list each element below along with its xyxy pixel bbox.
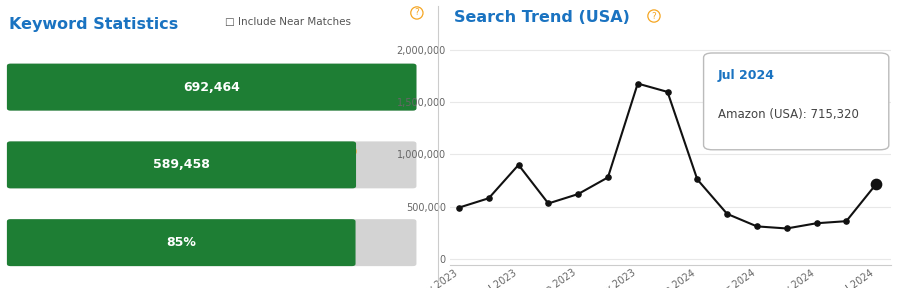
FancyBboxPatch shape bbox=[7, 64, 417, 111]
Text: 692,464: 692,464 bbox=[184, 81, 240, 94]
Text: ?: ? bbox=[381, 69, 385, 78]
Text: 85%: 85% bbox=[166, 236, 196, 249]
Text: ?: ? bbox=[652, 12, 656, 20]
Text: Average Searches (USA): Average Searches (USA) bbox=[9, 66, 171, 79]
Point bbox=[750, 224, 764, 229]
Point bbox=[631, 81, 645, 86]
Text: Amazon (USA): 715,320: Amazon (USA): 715,320 bbox=[717, 108, 859, 121]
Text: Jul 2024: Jul 2024 bbox=[717, 69, 775, 82]
FancyBboxPatch shape bbox=[7, 219, 417, 266]
FancyBboxPatch shape bbox=[7, 141, 417, 188]
Point bbox=[720, 212, 734, 216]
FancyBboxPatch shape bbox=[7, 64, 417, 111]
FancyBboxPatch shape bbox=[704, 53, 889, 150]
Text: Average Clicks (USA): Average Clicks (USA) bbox=[9, 144, 148, 157]
Text: Average CTR (USA): Average CTR (USA) bbox=[9, 222, 136, 235]
Point bbox=[839, 219, 853, 223]
Point bbox=[571, 192, 585, 196]
Text: ?: ? bbox=[415, 8, 419, 18]
Point bbox=[511, 162, 526, 167]
Point bbox=[541, 201, 555, 206]
Point bbox=[452, 205, 466, 210]
FancyBboxPatch shape bbox=[7, 141, 356, 188]
Point bbox=[809, 221, 824, 226]
Text: ?: ? bbox=[347, 147, 352, 156]
Point bbox=[661, 90, 675, 94]
Text: 589,458: 589,458 bbox=[153, 158, 210, 171]
Point bbox=[482, 196, 496, 200]
Point bbox=[600, 175, 615, 180]
Text: Search Trend (USA): Search Trend (USA) bbox=[454, 10, 630, 25]
Point bbox=[690, 177, 705, 182]
Point bbox=[868, 182, 883, 186]
Text: ?: ? bbox=[298, 225, 303, 234]
Point bbox=[779, 226, 794, 231]
Text: □ Include Near Matches: □ Include Near Matches bbox=[225, 17, 351, 27]
Text: Keyword Statistics: Keyword Statistics bbox=[9, 17, 178, 32]
FancyBboxPatch shape bbox=[7, 219, 356, 266]
